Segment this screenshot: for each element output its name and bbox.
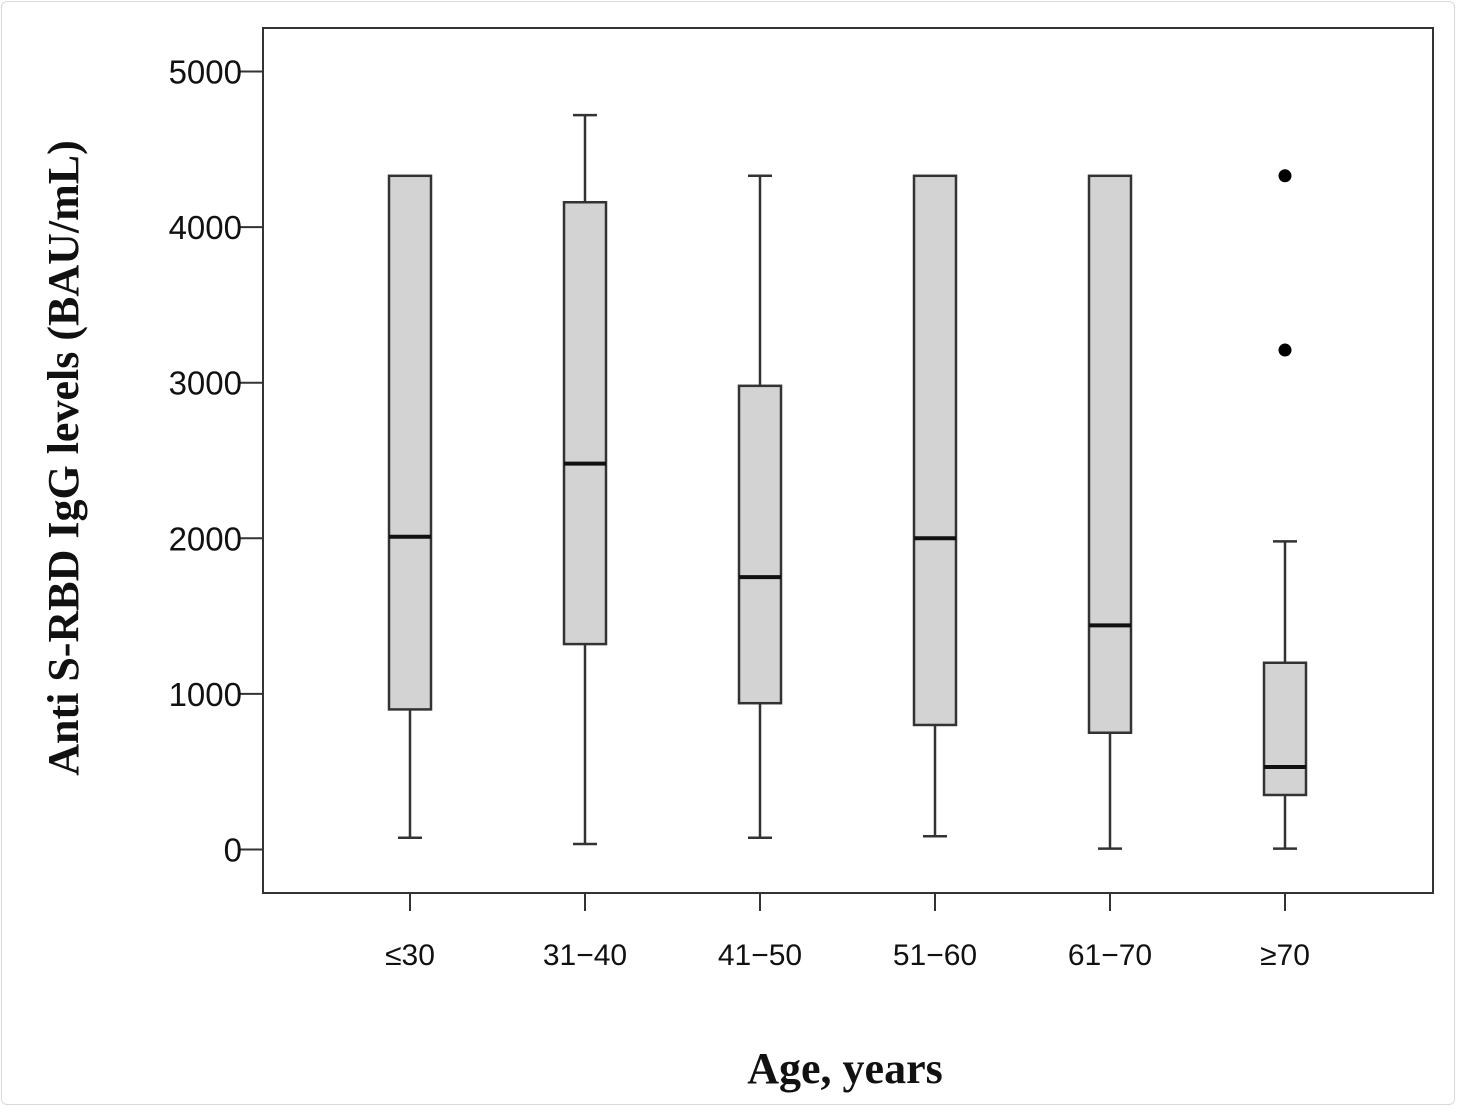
box-group (737, 174, 783, 840)
box-iqr (387, 174, 433, 711)
box-iqr (1262, 661, 1308, 797)
box-iqr (562, 200, 608, 646)
box-group (387, 174, 433, 840)
plot-area (262, 27, 1434, 894)
x-tick-label: 31−40 (543, 939, 627, 972)
x-tick-label: ≤30 (385, 939, 435, 972)
box-group (1087, 174, 1133, 850)
y-tick-label: 0 (224, 831, 242, 868)
x-tick-label: 41−50 (718, 939, 802, 972)
box-group (1262, 169, 1308, 850)
box-iqr (912, 174, 958, 727)
box-group (562, 113, 608, 846)
y-tick-label: 5000 (169, 54, 242, 91)
y-tick-label: 1000 (169, 676, 242, 713)
box-group (912, 174, 958, 838)
x-tick-label: 51−60 (893, 939, 977, 972)
x-tick-label: 61−70 (1068, 939, 1152, 972)
y-tick-label: 4000 (169, 209, 242, 246)
outlier-point (1278, 343, 1292, 357)
x-tick-label: ≥70 (1260, 939, 1310, 972)
x-axis-title: Age, years (747, 1044, 943, 1093)
y-tick-label: 3000 (169, 365, 242, 402)
y-axis: 0 1000 2000 3000 4000 5000 (169, 54, 263, 868)
y-tick-label: 2000 (169, 520, 242, 557)
box-iqr (1087, 174, 1133, 735)
outlier-point (1278, 169, 1292, 183)
x-axis: ≤30 31−40 41−50 51−60 61−70 ≥70 (385, 893, 1310, 972)
boxes (387, 113, 1308, 850)
box-iqr (737, 384, 783, 705)
y-axis-title: Anti S-RBD IgG levels (BAU/mL) (39, 140, 88, 776)
